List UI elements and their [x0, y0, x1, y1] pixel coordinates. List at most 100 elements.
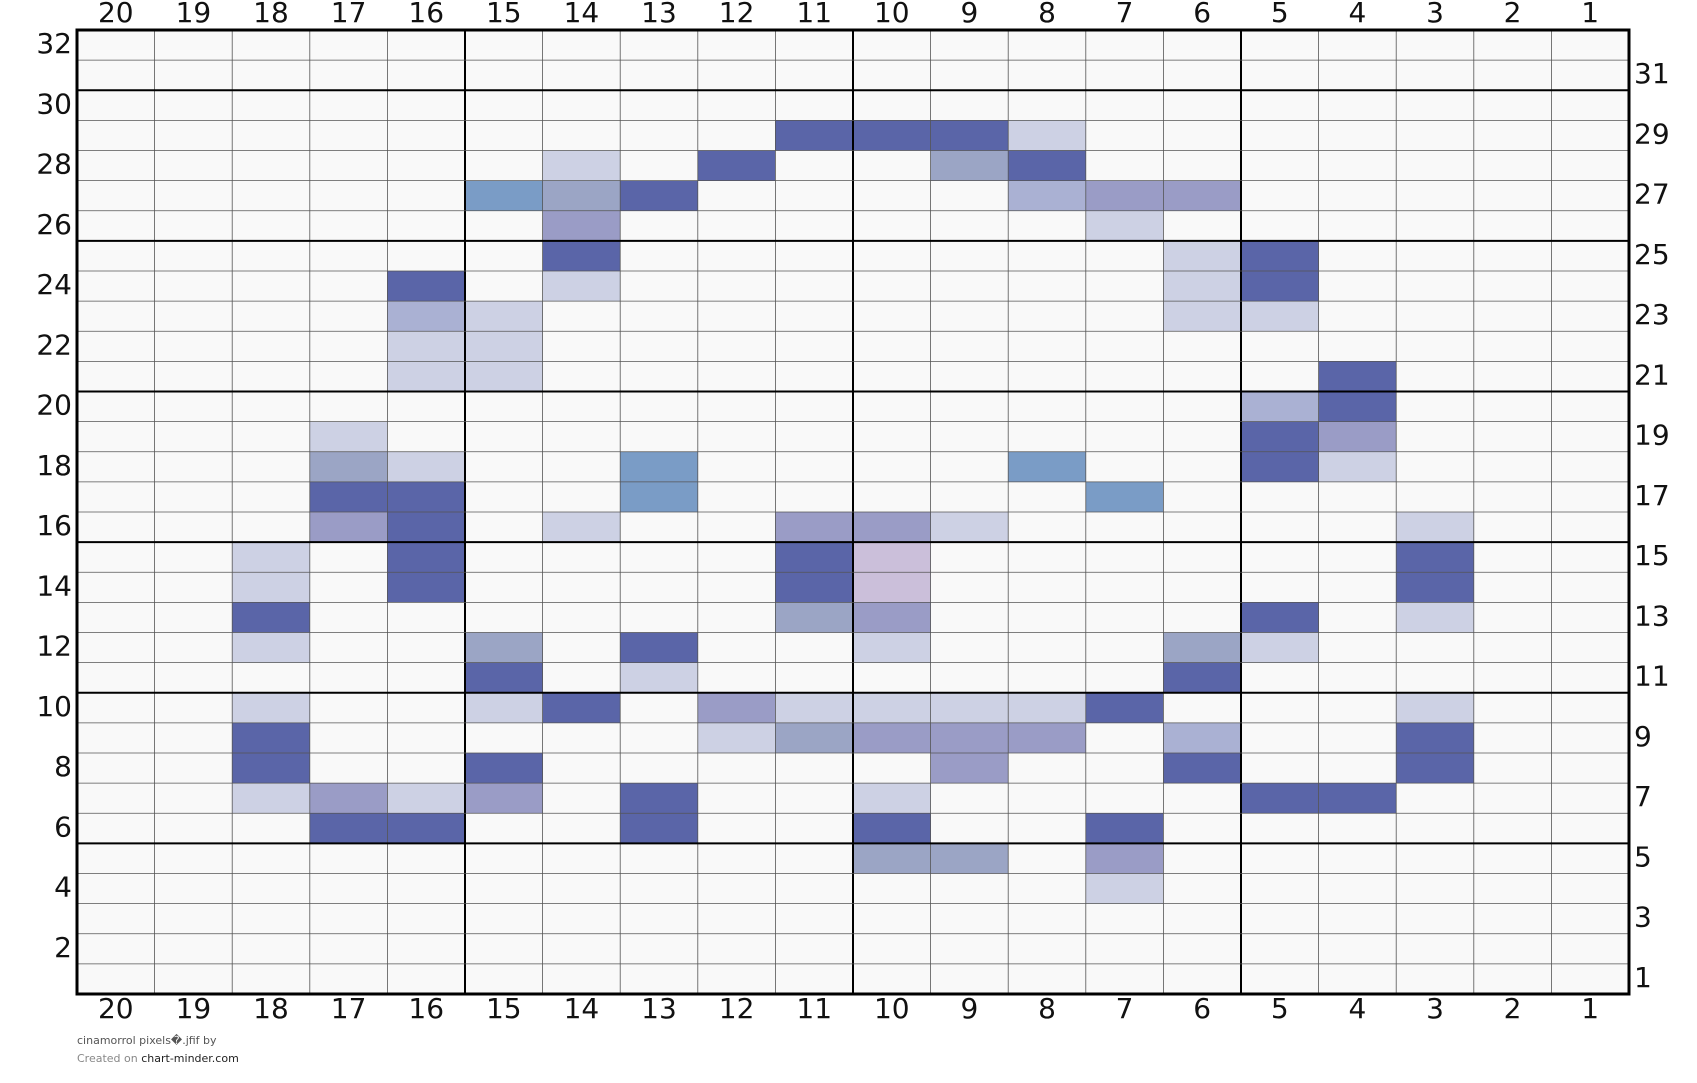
stitch [1396, 572, 1474, 603]
column-label-bottom: 5 [1271, 992, 1289, 1025]
stitch [1085, 843, 1164, 874]
stitch [1396, 512, 1474, 543]
created-on: Created on [77, 1052, 138, 1065]
row-label-left: 32 [36, 27, 72, 60]
stitch [775, 692, 853, 723]
stitch [1241, 240, 1319, 271]
column-label-top: 10 [874, 0, 910, 29]
row-label-right: 17 [1634, 479, 1670, 512]
stitch [1396, 542, 1474, 573]
stitch [697, 692, 776, 723]
stitch [1163, 180, 1241, 211]
stitch [1163, 662, 1241, 693]
stitch [1163, 301, 1241, 332]
stitch [232, 602, 310, 633]
stitch [387, 572, 465, 603]
stitch [853, 813, 931, 844]
stitch [309, 813, 388, 844]
stitch [930, 150, 1009, 181]
stitch [1318, 391, 1397, 422]
row-label-right: 13 [1634, 599, 1670, 632]
row-label-left: 26 [36, 208, 72, 241]
row-label-right: 9 [1634, 720, 1652, 753]
stitch [387, 542, 465, 573]
stitch [542, 271, 621, 302]
stitch [542, 512, 621, 543]
stitch [1085, 210, 1164, 241]
stitch [232, 572, 310, 603]
column-label-top: 15 [486, 0, 522, 29]
stitch [1008, 692, 1086, 723]
stitch [620, 481, 698, 512]
stitch [1008, 120, 1086, 151]
column-label-top: 6 [1193, 0, 1211, 29]
column-label-top: 19 [176, 0, 212, 29]
stitch [387, 481, 465, 512]
column-label-bottom: 2 [1504, 992, 1522, 1025]
stitch [775, 542, 853, 573]
column-label-top: 20 [98, 0, 134, 29]
stitch [465, 331, 543, 362]
stitch [853, 542, 931, 573]
stitch [387, 361, 465, 392]
column-label-top: 3 [1426, 0, 1444, 29]
stitch [775, 722, 853, 753]
column-label-bottom: 8 [1038, 992, 1056, 1025]
column-label-bottom: 17 [331, 992, 367, 1025]
column-label-bottom: 7 [1116, 992, 1134, 1025]
stitch [930, 722, 1009, 753]
row-label-left: 22 [36, 328, 72, 361]
stitch [387, 451, 465, 482]
column-label-top: 14 [564, 0, 600, 29]
column-label-top: 4 [1348, 0, 1366, 29]
row-label-left: 20 [36, 389, 72, 422]
row-label-right: 19 [1634, 419, 1670, 452]
stitch [465, 783, 543, 814]
stitch [1241, 783, 1319, 814]
stitch [853, 632, 931, 663]
stitch [1241, 301, 1319, 332]
column-label-bottom: 12 [719, 992, 755, 1025]
stitch [1241, 451, 1319, 482]
stitch [542, 180, 621, 211]
stitch [1085, 692, 1164, 723]
row-label-right: 23 [1634, 298, 1670, 331]
row-label-right: 25 [1634, 238, 1670, 271]
stitch [930, 753, 1009, 784]
stitch [620, 813, 698, 844]
stitch [1085, 873, 1164, 904]
column-label-bottom: 3 [1426, 992, 1444, 1025]
column-label-bottom: 15 [486, 992, 522, 1025]
row-label-left: 18 [36, 449, 72, 482]
stitch [232, 632, 310, 663]
stitch [1241, 632, 1319, 663]
stitch [853, 512, 931, 543]
stitch [542, 692, 621, 723]
stitch [1163, 753, 1241, 784]
stitch [542, 210, 621, 241]
column-label-bottom: 9 [960, 992, 978, 1025]
row-label-right: 27 [1634, 178, 1670, 211]
stitch [465, 180, 543, 211]
column-label-top: 9 [960, 0, 978, 29]
column-label-bottom: 14 [564, 992, 600, 1025]
stitch [309, 421, 388, 452]
row-label-left: 24 [36, 268, 72, 301]
row-label-right: 11 [1634, 660, 1670, 693]
stitch [309, 512, 388, 543]
stitch [1008, 451, 1086, 482]
stitch [232, 753, 310, 784]
stitch [853, 783, 931, 814]
stitch [542, 150, 621, 181]
stitch [465, 662, 543, 693]
stitch [465, 301, 543, 332]
site-link[interactable]: chart-minder.com [141, 1052, 239, 1065]
pattern-chart: 2020191918181717161615151414131312121111… [36, 0, 1670, 1025]
stitch [1085, 481, 1164, 512]
stitch [387, 813, 465, 844]
stitch [1085, 180, 1164, 211]
row-label-left: 14 [36, 569, 72, 602]
column-label-top: 18 [253, 0, 289, 29]
stitch [1396, 692, 1474, 723]
stitch [853, 120, 931, 151]
